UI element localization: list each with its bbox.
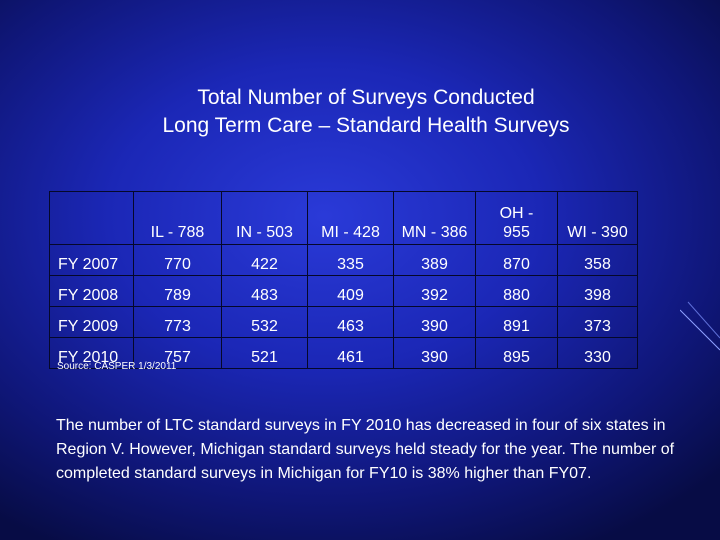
table-cell: 532 xyxy=(221,306,308,338)
header-mn: MN - 386 xyxy=(393,191,476,245)
surveys-table: IL - 788 IN - 503 MI - 428 MN - 386 OH -… xyxy=(49,191,638,369)
table-cell: 891 xyxy=(475,306,558,338)
header-corner xyxy=(49,191,134,245)
table-cell: 521 xyxy=(221,337,308,369)
header-mi: MI - 428 xyxy=(307,191,394,245)
row-label: FY 2010 xyxy=(49,337,134,369)
row-label: FY 2009 xyxy=(49,306,134,338)
table-cell: 389 xyxy=(393,244,476,276)
row-label: FY 2008 xyxy=(49,275,134,307)
title-line-1: Total Number of Surveys Conducted xyxy=(197,86,535,109)
header-wi: WI - 390 xyxy=(557,191,638,245)
table-cell: 398 xyxy=(557,275,638,307)
table-cell: 870 xyxy=(475,244,558,276)
table-cell: 373 xyxy=(557,306,638,338)
row-label: FY 2007 xyxy=(49,244,134,276)
table-cell: 392 xyxy=(393,275,476,307)
table-cell: 422 xyxy=(221,244,308,276)
table-row: FY 2007 770 422 335 389 870 358 xyxy=(49,244,638,276)
table-row: FY 2010 757 521 461 390 895 330 xyxy=(49,337,638,369)
table-cell: 461 xyxy=(307,337,394,369)
table-cell: 770 xyxy=(133,244,222,276)
table-cell: 483 xyxy=(221,275,308,307)
table-cell: 335 xyxy=(307,244,394,276)
source-note: Source: CASPER 1/3/2011 xyxy=(57,361,177,372)
table-cell: 358 xyxy=(557,244,638,276)
table-cell: 390 xyxy=(393,337,476,369)
header-il: IL - 788 xyxy=(133,191,222,245)
table-cell: 463 xyxy=(307,306,394,338)
slide-title: Total Number of Surveys Conducted Long T… xyxy=(0,84,720,140)
header-in: IN - 503 xyxy=(221,191,308,245)
summary-paragraph: The number of LTC standard surveys in FY… xyxy=(56,417,675,482)
table-row: FY 2008 789 483 409 392 880 398 xyxy=(49,275,638,307)
table-cell: 409 xyxy=(307,275,394,307)
table-header-row: IL - 788 IN - 503 MI - 428 MN - 386 OH -… xyxy=(49,191,638,245)
table-cell: 880 xyxy=(475,275,558,307)
decorative-lines xyxy=(680,301,720,351)
table-row: FY 2009 773 532 463 390 891 373 xyxy=(49,306,638,338)
header-oh: OH - 955 xyxy=(475,191,558,245)
title-line-2: Long Term Care – Standard Health Surveys xyxy=(162,114,570,137)
table-cell: 390 xyxy=(393,306,476,338)
table-cell: 895 xyxy=(475,337,558,369)
table-cell: 789 xyxy=(133,275,222,307)
table-cell: 773 xyxy=(133,306,222,338)
table-cell: 757 xyxy=(133,337,222,369)
table-cell: 330 xyxy=(557,337,638,369)
